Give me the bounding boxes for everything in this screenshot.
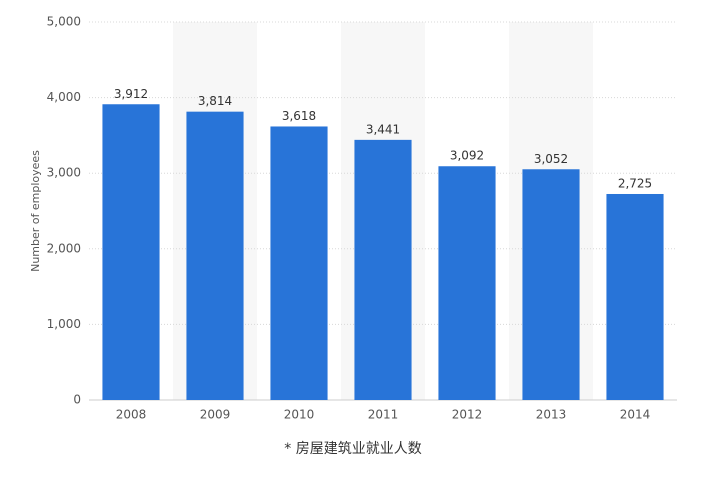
value-label: 3,814 xyxy=(198,94,232,108)
x-tick-label: 2011 xyxy=(368,408,399,422)
y-tick-label: 2,000 xyxy=(47,241,81,255)
bar xyxy=(270,126,328,401)
x-tick-label: 2013 xyxy=(536,408,567,422)
bar xyxy=(522,169,580,400)
value-label: 3,092 xyxy=(450,149,484,163)
value-label: 3,618 xyxy=(282,109,316,123)
y-tick-label: 4,000 xyxy=(47,90,81,104)
x-tick-label: 2009 xyxy=(200,408,231,422)
bar xyxy=(438,166,496,400)
y-tick-label: 1,000 xyxy=(47,317,81,331)
bar xyxy=(102,104,160,400)
value-label: 3,441 xyxy=(366,122,400,136)
value-label: 3,052 xyxy=(534,152,568,166)
y-tick-label: 3,000 xyxy=(47,166,81,180)
y-axis-label: Number of employees xyxy=(29,150,42,272)
bar xyxy=(606,193,664,400)
annotation: * 房屋建筑业就业人数 xyxy=(284,441,421,457)
value-label: 3,912 xyxy=(114,87,148,101)
x-tick-label: 2008 xyxy=(116,408,147,422)
x-tick-label: 2010 xyxy=(284,408,315,422)
x-tick-label: 2012 xyxy=(452,408,483,422)
y-tick-label: 5,000 xyxy=(47,15,81,29)
bar xyxy=(186,111,244,401)
y-tick-label: 0 xyxy=(73,393,81,407)
x-tick-label: 2014 xyxy=(620,408,651,422)
bar xyxy=(354,139,412,400)
value-label: 2,725 xyxy=(618,176,652,190)
